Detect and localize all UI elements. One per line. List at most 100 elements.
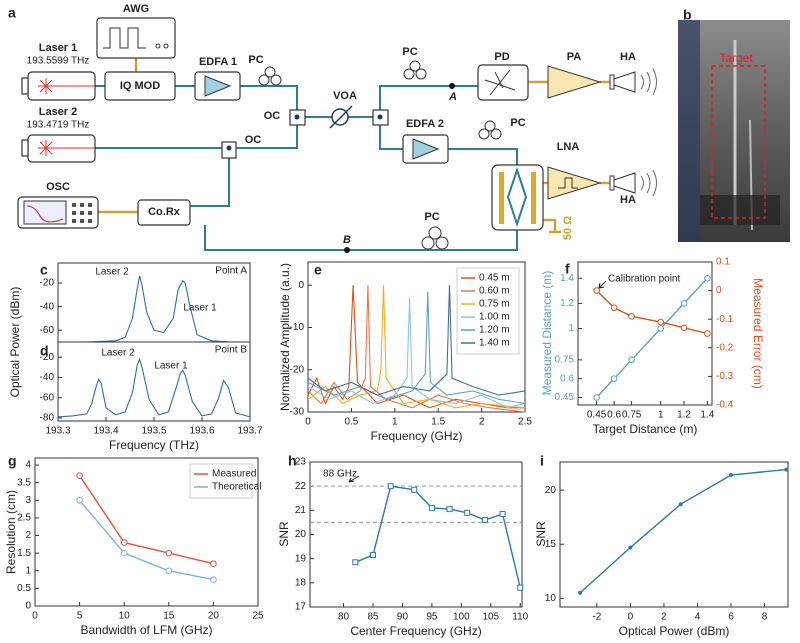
x-axis-label: Optical Power (dBm) xyxy=(619,624,730,638)
x-tick-label: 1.5 xyxy=(431,417,445,428)
y-axis-label: SNR xyxy=(534,521,548,547)
marker xyxy=(678,502,683,507)
diagram-shape xyxy=(80,211,84,215)
annotation-arrow xyxy=(348,475,360,483)
diagram-shape xyxy=(700,195,780,225)
series-line xyxy=(579,468,787,594)
y-tick-label: -10 xyxy=(290,322,305,333)
diagram-shape xyxy=(264,66,276,78)
diagram-shape xyxy=(204,75,232,97)
legend-label: 0.60 m xyxy=(479,286,510,297)
y-axis-label: Resolution (cm) xyxy=(4,490,18,574)
x-axis-label: Target Distance (m) xyxy=(593,422,698,436)
diagram-shape xyxy=(21,139,29,157)
annotation: Laser 2 xyxy=(95,267,129,278)
x-axis-label: Frequency (GHz) xyxy=(370,429,462,443)
label: PD xyxy=(494,51,509,63)
x-tick-label: 0.45 xyxy=(587,410,607,421)
y-tick-label: -60 xyxy=(40,325,55,336)
x-tick-label: 4 xyxy=(695,612,701,623)
x-tick-label: 20 xyxy=(208,611,220,622)
y-tick-label: -30 xyxy=(290,407,305,418)
y2-tick-label: -0.4 xyxy=(716,400,734,411)
x-tick-label: 193.5 xyxy=(141,426,166,437)
label: EDFA 1 xyxy=(199,56,237,68)
x-tick-label: 2 xyxy=(661,612,667,623)
plot-frame xyxy=(559,461,789,608)
marker xyxy=(370,552,377,559)
marker xyxy=(165,549,173,557)
marker xyxy=(481,517,488,523)
diagram-shape xyxy=(428,226,442,240)
x-tick-label: 0 xyxy=(628,612,634,623)
x-axis-label: Bandwidth of LFM (GHz) xyxy=(80,623,212,637)
marker xyxy=(729,472,733,477)
diagram-shape xyxy=(412,138,440,160)
diagram-shape xyxy=(484,69,516,96)
diagram-shape xyxy=(270,74,282,86)
y-tick-label: 0.6 xyxy=(560,373,574,384)
diagram-shape xyxy=(478,120,502,140)
label: Co.Rx xyxy=(148,206,181,218)
y-tick-label: 20 xyxy=(295,529,307,540)
diagram-shape xyxy=(379,85,478,110)
label: PC xyxy=(424,211,439,223)
x-tick-label: 2.5 xyxy=(518,417,532,428)
diagram-shape xyxy=(403,68,415,80)
y-tick-label: 1.4 xyxy=(560,273,574,284)
x-tick-label: 110 xyxy=(512,612,528,623)
diagram-shape xyxy=(104,71,176,101)
series-line xyxy=(596,290,708,335)
diagram-shape xyxy=(403,60,427,80)
x-tick-label: 0 xyxy=(32,611,38,622)
diagram-shape xyxy=(190,158,230,207)
diagram-shape xyxy=(258,66,282,86)
x-tick-label: 0.75 xyxy=(622,410,642,421)
marker xyxy=(593,394,600,401)
marker xyxy=(657,318,665,326)
legend-label: 0.45 m xyxy=(479,273,510,284)
diagram-shape xyxy=(88,203,92,207)
annotation: Point A xyxy=(215,266,247,277)
marker xyxy=(657,325,665,332)
label: OSC xyxy=(46,181,70,193)
x-axis-label: Frequency (THz) xyxy=(109,438,199,452)
diagram-shape xyxy=(499,172,504,224)
diagram-shape xyxy=(547,65,602,99)
x-tick-label: 1.4 xyxy=(700,410,714,421)
y-tick-label: 2.5 xyxy=(17,513,31,524)
label: AWG xyxy=(123,3,149,15)
label: 193.5599 THz xyxy=(27,56,90,67)
x-tick-label: 25 xyxy=(252,611,264,622)
series-line xyxy=(307,291,526,405)
diagram-shape xyxy=(240,85,298,110)
series-line xyxy=(79,499,214,581)
diagram-shape xyxy=(531,172,536,224)
y-tick-label: 0 xyxy=(298,280,304,291)
diagram-shape xyxy=(163,43,169,49)
y-tick-label: 23 xyxy=(295,457,307,468)
legend-label: Measured xyxy=(212,469,256,480)
marker xyxy=(428,504,435,511)
marker xyxy=(704,275,711,282)
y-tick-label: 17 xyxy=(295,602,307,613)
diagram-shape xyxy=(421,226,449,250)
label: 50 Ω xyxy=(562,216,574,240)
diagram-shape xyxy=(96,17,176,59)
y2-tick-label: -0.1 xyxy=(716,314,734,325)
diagram-shape xyxy=(103,27,146,49)
y2-tick-label: 0 xyxy=(716,285,722,296)
y-tick-label: 0 xyxy=(25,601,31,612)
diagram-shape xyxy=(506,166,528,228)
marker xyxy=(593,287,600,294)
marker xyxy=(578,590,583,595)
marker xyxy=(680,300,688,307)
label: PA xyxy=(567,51,582,63)
x-tick-label: 0.6 xyxy=(607,410,621,421)
diagram-shape xyxy=(484,120,496,132)
marker xyxy=(210,560,217,568)
diagram-shape xyxy=(478,128,490,140)
diagram-shape xyxy=(640,169,657,197)
x-tick-label: 85 xyxy=(367,612,379,623)
